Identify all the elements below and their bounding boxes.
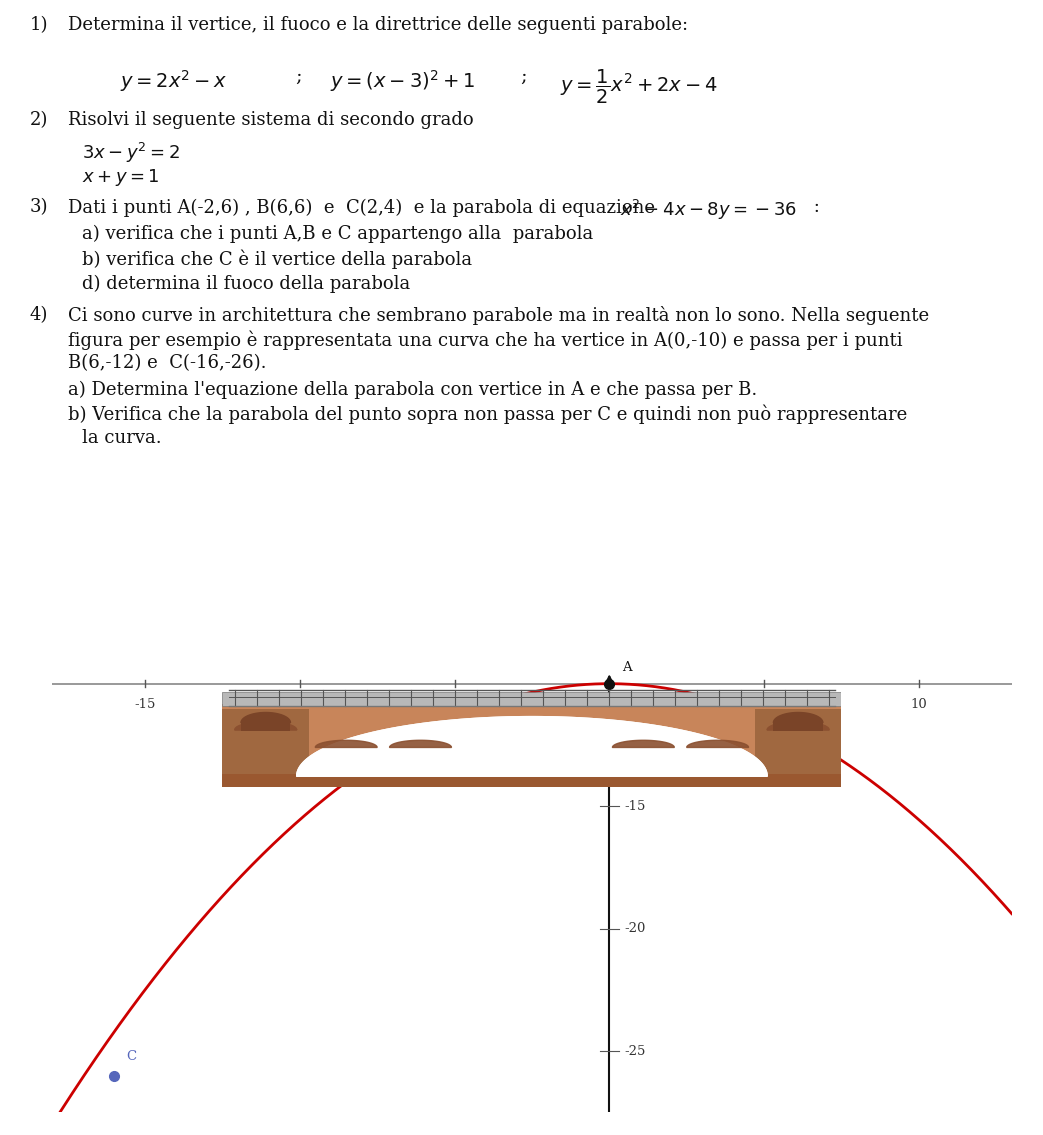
Text: la curva.: la curva. xyxy=(82,429,162,447)
Text: -15: -15 xyxy=(625,800,647,813)
Text: 10: 10 xyxy=(911,698,927,712)
Polygon shape xyxy=(768,722,829,730)
Bar xyxy=(222,704,842,776)
Text: -5: -5 xyxy=(448,698,461,712)
Text: $y=\dfrac{1}{2}x^2+2x-4$: $y=\dfrac{1}{2}x^2+2x-4$ xyxy=(560,68,718,107)
Polygon shape xyxy=(235,722,296,730)
Text: -25: -25 xyxy=(625,1044,647,1058)
Text: Determina il vertice, il fuoco e la direttrice delle seguenti parabole:: Determina il vertice, il fuoco e la dire… xyxy=(68,16,688,34)
Text: d) determina il fuoco della parabola: d) determina il fuoco della parabola xyxy=(82,275,410,293)
Polygon shape xyxy=(612,740,675,748)
Text: ;: ; xyxy=(295,68,301,86)
Text: a) verifica che i punti A,B e C appartengo alla  parabola: a) verifica che i punti A,B e C apparten… xyxy=(82,225,593,243)
Text: :: : xyxy=(808,199,820,217)
Polygon shape xyxy=(768,722,829,730)
Text: $3x - y^2 = 2$: $3x - y^2 = 2$ xyxy=(82,141,180,166)
Polygon shape xyxy=(773,713,823,723)
Text: 0: 0 xyxy=(605,698,613,712)
Text: Risolvi il seguente sistema di secondo grado: Risolvi il seguente sistema di secondo g… xyxy=(68,111,474,129)
Text: $y=2x^2-x$: $y=2x^2-x$ xyxy=(120,68,227,94)
Text: 2): 2) xyxy=(30,111,48,129)
Text: A: A xyxy=(622,661,631,674)
Bar xyxy=(222,692,842,706)
Text: B(6,-12) e  C(-16,-26).: B(6,-12) e C(-16,-26). xyxy=(68,354,267,372)
Bar xyxy=(222,709,309,787)
Text: $y=(x-3)^2+1$: $y=(x-3)^2+1$ xyxy=(330,68,475,94)
Text: B: B xyxy=(807,709,817,723)
Text: Ci sono curve in architettura che sembrano parabole ma in realtà non lo sono. Ne: Ci sono curve in architettura che sembra… xyxy=(68,306,929,326)
Text: -15: -15 xyxy=(135,698,155,712)
Text: C: C xyxy=(126,1050,137,1063)
Text: 4): 4) xyxy=(30,306,48,325)
Text: -10: -10 xyxy=(289,698,311,712)
Polygon shape xyxy=(241,713,291,723)
Text: figura per esempio è rappresentata una curva che ha vertice in A(0,-10) e passa : figura per esempio è rappresentata una c… xyxy=(68,330,902,350)
Text: a) Determina l'equazione della parabola con vertice in A e che passa per B.: a) Determina l'equazione della parabola … xyxy=(68,380,757,398)
Text: 5: 5 xyxy=(760,698,769,712)
Text: b) verifica che C è il vertice della parabola: b) verifica che C è il vertice della par… xyxy=(82,250,472,269)
Bar xyxy=(773,721,823,731)
Text: $x^2-4x-8y=-36$: $x^2-4x-8y=-36$ xyxy=(620,199,797,222)
Text: 3): 3) xyxy=(30,199,49,217)
Text: Dati i punti A(-2,6) , B(6,6)  e  C(2,4)  e la parabola di equazione: Dati i punti A(-2,6) , B(6,6) e C(2,4) e… xyxy=(68,199,655,217)
Text: b) Verifica che la parabola del punto sopra non passa per C e quindi non può rap: b) Verifica che la parabola del punto so… xyxy=(68,404,907,424)
Text: ;: ; xyxy=(520,68,527,86)
Polygon shape xyxy=(686,740,749,748)
Polygon shape xyxy=(296,716,768,776)
Text: -20: -20 xyxy=(625,922,647,935)
Polygon shape xyxy=(315,740,378,748)
Text: 1): 1) xyxy=(30,16,49,34)
Text: $x + y = 1$: $x + y = 1$ xyxy=(82,167,160,188)
Bar xyxy=(222,774,842,787)
Polygon shape xyxy=(389,740,452,748)
Polygon shape xyxy=(296,716,768,776)
Polygon shape xyxy=(235,722,296,730)
Bar xyxy=(241,721,291,731)
Bar xyxy=(755,709,842,787)
